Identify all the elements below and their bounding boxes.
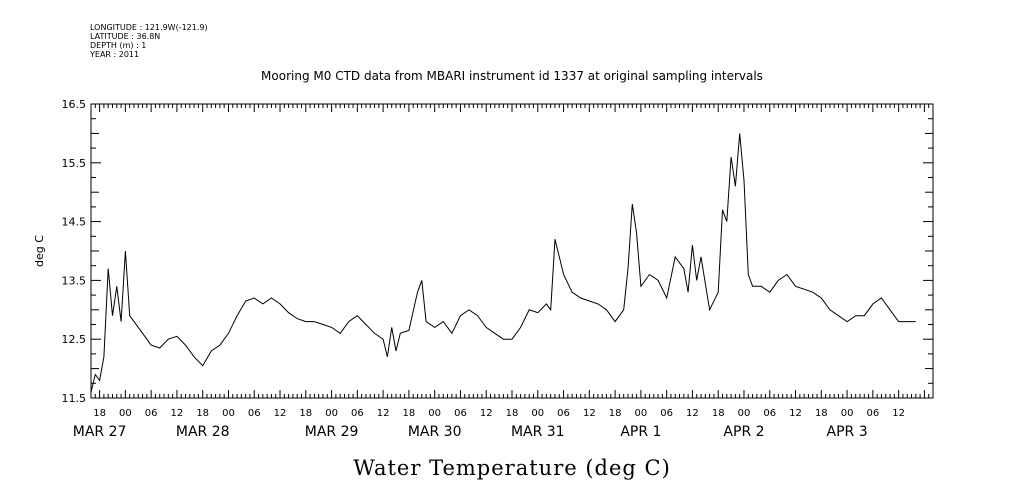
- x-hour-label: 12: [274, 408, 287, 419]
- x-axis-label: Water Temperature (deg C): [353, 456, 671, 480]
- x-hour-label: 06: [248, 408, 261, 419]
- x-day-label: APR 1: [620, 424, 661, 440]
- x-hour-label: 00: [428, 408, 441, 419]
- x-hour-label: 18: [815, 408, 828, 419]
- x-hour-label: 06: [866, 408, 879, 419]
- x-hour-label: 06: [145, 408, 158, 419]
- x-hour-label: 06: [557, 408, 570, 419]
- x-day-label: MAR 28: [176, 424, 230, 440]
- x-hour-label: 00: [325, 408, 338, 419]
- plot-border: [90, 103, 934, 399]
- year-label: YEAR : 2011: [89, 50, 139, 59]
- x-hour-label: 12: [377, 408, 390, 419]
- x-hour-label: 06: [454, 408, 467, 419]
- x-hour-label: 00: [222, 408, 235, 419]
- plot-area: [90, 133, 916, 393]
- temperature-line: [90, 133, 916, 393]
- x-hour-label: 12: [171, 408, 184, 419]
- x-hour-label: 18: [712, 408, 725, 419]
- x-hour-label: 18: [506, 408, 519, 419]
- plot-frame: [90, 103, 934, 399]
- x-hour-label: 12: [789, 408, 802, 419]
- x-day-label: MAR 31: [511, 424, 565, 440]
- latitude-label: LATITUDE : 36.8N: [90, 32, 160, 41]
- y-tick-label: 14.5: [62, 216, 87, 229]
- y-tick-label: 15.5: [62, 157, 87, 170]
- x-hour-label: 18: [403, 408, 416, 419]
- x-hour-label: 00: [531, 408, 544, 419]
- x-hour-label: 18: [609, 408, 622, 419]
- depth-label: DEPTH (m) : 1: [90, 41, 146, 50]
- x-day-label: MAR 30: [408, 424, 462, 440]
- x-hour-label: 00: [841, 408, 854, 419]
- x-hour-label: 06: [351, 408, 364, 419]
- x-hour-label: 00: [738, 408, 751, 419]
- y-axis-label: deg C: [33, 235, 46, 267]
- x-hour-label: 12: [892, 408, 905, 419]
- y-axis: 11.5 12.5 13.5 14.5 15.5 16.5: [62, 98, 933, 405]
- y-tick-label: 12.5: [62, 333, 87, 346]
- chart-title: Mooring M0 CTD data from MBARI instrumen…: [261, 69, 763, 83]
- y-tick-label: 11.5: [62, 392, 87, 405]
- x-hour-label: 06: [660, 408, 673, 419]
- x-hour-label: 18: [196, 408, 209, 419]
- x-day-label: MAR 29: [305, 424, 359, 440]
- x-day-label: APR 2: [723, 424, 764, 440]
- x-day-label: MAR 27: [73, 424, 127, 440]
- x-hour-label: 12: [480, 408, 493, 419]
- x-axis: 18 00 06 12 18 00 06 12 18 00 06 12 18 00 06 12 18 00 06 12…: [73, 104, 934, 440]
- y-tick-label: 16.5: [62, 98, 87, 111]
- x-hour-label: 12: [583, 408, 596, 419]
- x-day-label: APR 3: [827, 424, 868, 440]
- x-hour-label: 00: [119, 408, 132, 419]
- longitude-label: LONGITUDE : 121.9W(-121.9): [90, 23, 208, 32]
- y-tick-label: 13.5: [62, 274, 87, 287]
- x-hour-label: 00: [635, 408, 648, 419]
- x-hour-label: 12: [686, 408, 699, 419]
- x-hour-label: 18: [299, 408, 312, 419]
- x-hour-label: 06: [763, 408, 776, 419]
- x-hour-label: 18: [93, 408, 106, 419]
